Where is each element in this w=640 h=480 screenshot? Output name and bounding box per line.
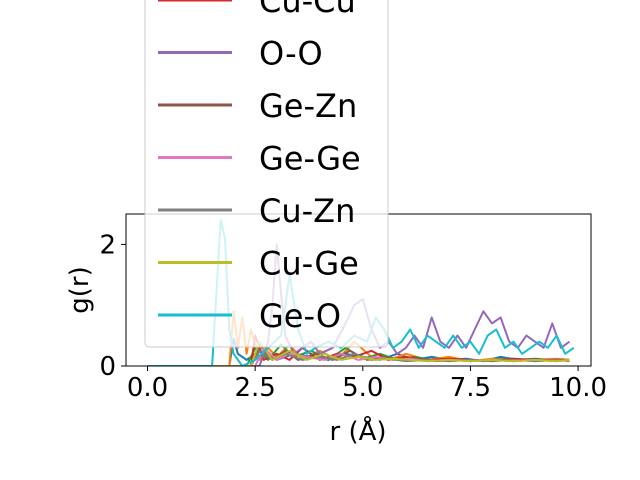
x-axis-label: r (Å) — [329, 415, 386, 447]
x-tick-label: 2.5 — [234, 373, 275, 403]
legend-label-cu-cu: Cu-Cu — [259, 0, 356, 20]
legend-box — [144, 0, 389, 348]
x-tick-label: 7.5 — [450, 373, 491, 403]
y-tick-label: 2 — [99, 230, 116, 260]
series-line-cu-ge — [147, 340, 570, 366]
x-tick-label: 0.0 — [127, 373, 168, 403]
legend-label-cu-ge: Cu-Ge — [259, 245, 359, 283]
legend: Cu-Cu O-O Ge-Zn Ge-Ge Cu-Zn Cu-Ge Ge-O — [144, 0, 389, 348]
legend-label-ge-ge: Ge-Ge — [259, 140, 361, 178]
axis-layer: 0.0 2.5 5.0 7.5 10.0 0 2 — [99, 230, 607, 403]
legend-label-ge-zn: Ge-Zn — [259, 87, 357, 125]
y-tick-label: 0 — [99, 352, 116, 382]
series-line-ge-o — [147, 219, 575, 366]
legend-label-o-o: O-O — [259, 35, 323, 73]
y-axis-label: g(r) — [65, 266, 95, 313]
x-tick-label: 10.0 — [549, 373, 607, 403]
legend-label-ge-o: Ge-O — [259, 297, 341, 335]
x-tick-label: 5.0 — [342, 373, 383, 403]
legend-label-cu-zn: Cu-Zn — [259, 192, 355, 230]
